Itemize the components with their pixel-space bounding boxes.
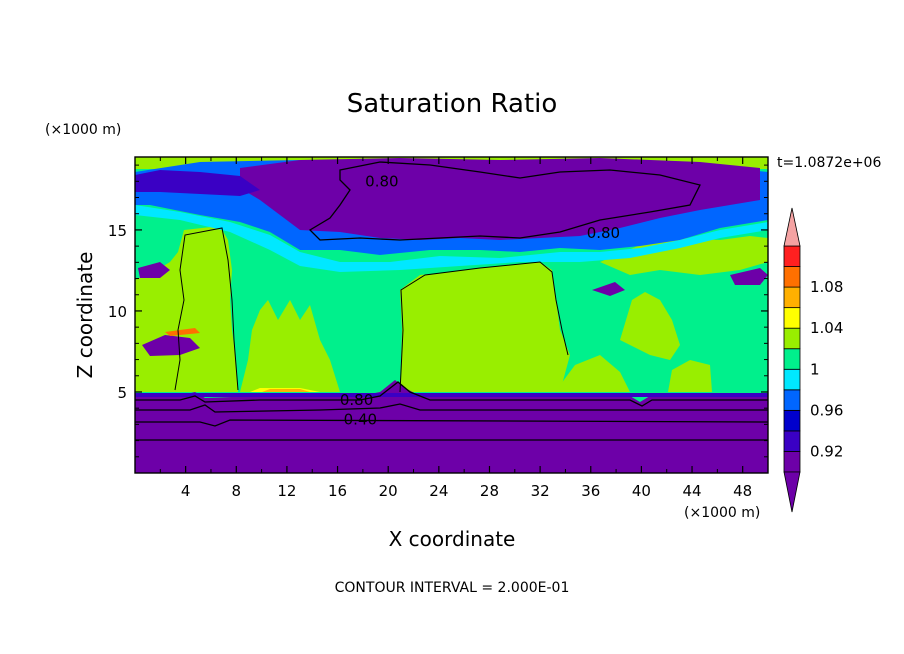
x-tick-label: 40 bbox=[632, 482, 651, 500]
x-tick-label: 24 bbox=[429, 482, 448, 500]
patch-right-violet bbox=[592, 282, 625, 296]
cloud-region-east bbox=[400, 262, 570, 392]
y-axis-unit: (×1000 m) bbox=[45, 122, 121, 138]
contour-field: 0.80 0.80 0.80 0.40 bbox=[135, 157, 768, 473]
cloud-region-east-c bbox=[620, 292, 680, 360]
y-axis-ticks: 5 10 15 bbox=[108, 164, 768, 458]
upper-dry-layer-violet bbox=[240, 158, 760, 240]
cloud-region-east-b bbox=[555, 355, 630, 392]
colorbar-tick-label: 0.96 bbox=[810, 401, 843, 419]
lower-dry-layer bbox=[135, 380, 768, 473]
contour-labels: 0.80 0.80 0.80 0.40 bbox=[340, 172, 620, 429]
colorbar-segment bbox=[783, 266, 801, 288]
x-tick-label: 8 bbox=[232, 482, 242, 500]
colorbar-tick-label: 1 bbox=[810, 360, 820, 378]
contour-label: 0.80 bbox=[365, 172, 398, 190]
x-axis-label: X coordinate bbox=[389, 527, 516, 551]
colorbar-segment bbox=[783, 451, 801, 473]
x-tick-label: 36 bbox=[581, 482, 600, 500]
y-axis-label: Z coordinate bbox=[73, 252, 97, 379]
colorbar-segment bbox=[783, 307, 801, 329]
colorbar-segment bbox=[783, 286, 801, 309]
contour-060 bbox=[135, 403, 768, 413]
colorbar-segment bbox=[783, 348, 801, 370]
colorbar-segment bbox=[783, 368, 801, 391]
colorbar-segment bbox=[783, 327, 801, 350]
x-tick-label: 48 bbox=[733, 482, 752, 500]
x-axis-unit: (×1000 m) bbox=[684, 505, 760, 521]
upper-dry-layer-core bbox=[135, 205, 768, 272]
colorbar-tick-label: 1.04 bbox=[810, 319, 843, 337]
colorbar: 0.92 0.96 1 1.04 1.08 bbox=[783, 207, 843, 513]
lower-dry-edge bbox=[135, 393, 768, 397]
contour-label: 0.80 bbox=[587, 224, 620, 242]
time-label: t=1.0872e+06 bbox=[777, 155, 881, 171]
y-tick-label: 15 bbox=[108, 222, 127, 240]
contour-cloud-east bbox=[399, 261, 569, 393]
patch-right-violet-b bbox=[730, 268, 768, 285]
x-axis-ticks: 4 8 12 16 20 24 28 32 36 40 44 48 bbox=[159, 157, 752, 500]
x-tick-label: 20 bbox=[379, 482, 398, 500]
upper-dark-blue-band bbox=[135, 170, 260, 196]
x-tick-label: 28 bbox=[480, 482, 499, 500]
cloud-region-mid-a bbox=[240, 300, 340, 392]
patch-left-violet bbox=[138, 262, 170, 278]
patch-left-lower bbox=[142, 335, 200, 356]
cloud-region-upper-right bbox=[600, 236, 768, 275]
x-tick-label: 12 bbox=[277, 482, 296, 500]
contour-label: 0.80 bbox=[340, 391, 373, 409]
x-tick-label: 16 bbox=[328, 482, 347, 500]
contour-080-upper bbox=[308, 161, 701, 241]
colorbar-low-extension bbox=[783, 471, 801, 513]
contour-cloud-west bbox=[174, 227, 239, 391]
colorbar-tick-label: 0.92 bbox=[810, 442, 843, 460]
y-tick-label: 10 bbox=[108, 303, 127, 321]
chart-title: Saturation Ratio bbox=[347, 89, 558, 119]
cloud-region-east-d bbox=[668, 360, 712, 392]
colorbar-segment bbox=[783, 430, 801, 452]
contour-080-lower bbox=[135, 381, 768, 407]
contour-040 bbox=[135, 419, 768, 427]
x-tick-label: 4 bbox=[181, 482, 191, 500]
colorbar-segment bbox=[783, 389, 801, 411]
colorbar-high-extension bbox=[783, 207, 801, 247]
x-tick-label: 32 bbox=[531, 482, 550, 500]
footer-contour-interval: CONTOUR INTERVAL = 2.000E-01 bbox=[335, 580, 570, 596]
x-tick-label: 44 bbox=[682, 482, 701, 500]
colorbar-segment bbox=[783, 245, 801, 267]
colorbar-tick-label: 1.08 bbox=[810, 278, 843, 296]
patch-orange-ground bbox=[262, 389, 310, 392]
colorbar-segment bbox=[783, 409, 801, 432]
patch-left-orange bbox=[165, 328, 200, 336]
contour-label: 0.40 bbox=[344, 411, 377, 429]
y-tick-label: 5 bbox=[117, 384, 127, 402]
plot-frame bbox=[134, 156, 769, 474]
